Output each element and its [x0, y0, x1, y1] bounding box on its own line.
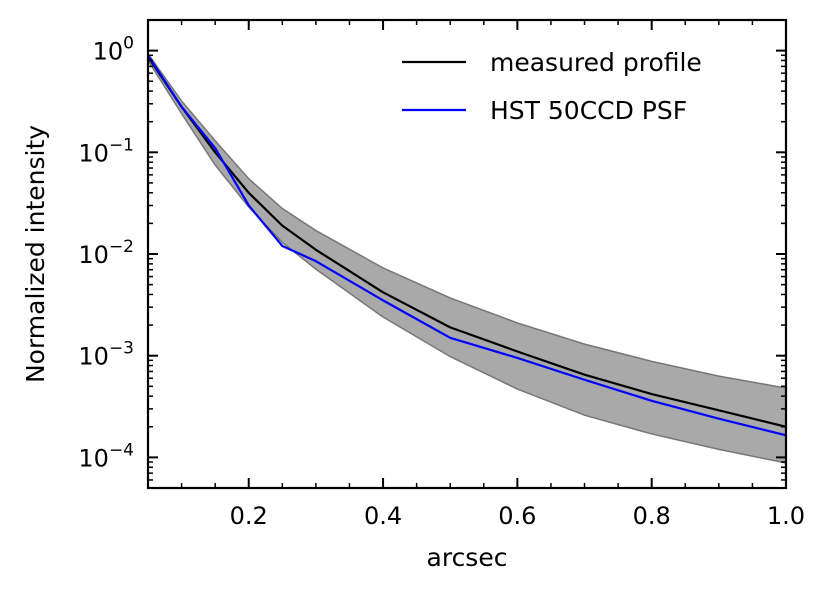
legend-label: measured profile [490, 48, 702, 77]
x-axis-label: arcsec [427, 543, 508, 572]
y-axis-label: Normalized intensity [21, 125, 50, 383]
plot-data [148, 52, 786, 464]
axes: 0.2 0.4 0.6 0.8 1.0 100 10−1 10−2 10−3 10−4 [78, 18, 805, 530]
y-tick-label: 10−4 [78, 440, 134, 472]
plot-area [148, 52, 786, 464]
uncertainty-band [148, 52, 786, 464]
x-tick-label: 0.2 [230, 502, 268, 530]
y-tick-label: 100 [93, 34, 134, 66]
y-tick-label: 10−2 [78, 237, 134, 269]
series-line-measured-profile [148, 56, 786, 428]
x-tick-label: 0.6 [498, 502, 536, 530]
legend: measured profile HST 50CCD PSF [402, 48, 702, 125]
y-tick-label: 10−1 [78, 135, 134, 167]
x-tick-label: 0.8 [633, 502, 671, 530]
y-tick-label: 10−3 [78, 339, 134, 371]
series-line-hst-psf [148, 54, 786, 437]
x-tick-label: 0.4 [364, 502, 402, 530]
x-tick-label: 1.0 [767, 502, 805, 530]
legend-label: HST 50CCD PSF [490, 96, 687, 125]
